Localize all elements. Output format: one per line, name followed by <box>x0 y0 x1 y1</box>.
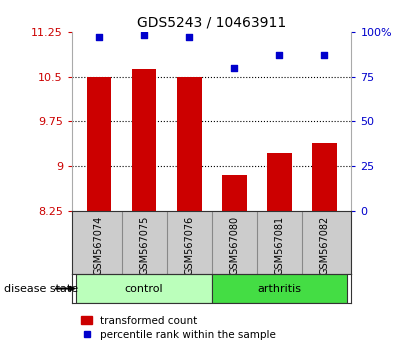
Bar <box>177 77 201 211</box>
Bar <box>132 69 157 211</box>
Bar <box>76 274 212 303</box>
Point <box>231 65 238 70</box>
Text: GSM567074: GSM567074 <box>94 216 104 275</box>
Bar <box>267 153 292 211</box>
Point <box>186 34 192 40</box>
Point <box>276 52 283 58</box>
Text: GSM567081: GSM567081 <box>274 216 284 275</box>
Bar <box>312 143 337 211</box>
Text: control: control <box>125 284 163 293</box>
Point <box>96 34 102 40</box>
Text: GSM567082: GSM567082 <box>319 216 329 275</box>
Text: GSM567080: GSM567080 <box>229 216 239 275</box>
Text: arthritis: arthritis <box>257 284 301 293</box>
Bar <box>222 175 247 211</box>
Bar <box>212 274 347 303</box>
Text: GSM567076: GSM567076 <box>184 216 194 275</box>
Legend: transformed count, percentile rank within the sample: transformed count, percentile rank withi… <box>77 312 280 344</box>
Bar <box>87 76 111 211</box>
Point <box>321 52 328 58</box>
Title: GDS5243 / 10463911: GDS5243 / 10463911 <box>137 15 286 29</box>
Point <box>141 33 147 38</box>
Text: GSM567075: GSM567075 <box>139 216 149 275</box>
Text: disease state: disease state <box>4 284 78 293</box>
